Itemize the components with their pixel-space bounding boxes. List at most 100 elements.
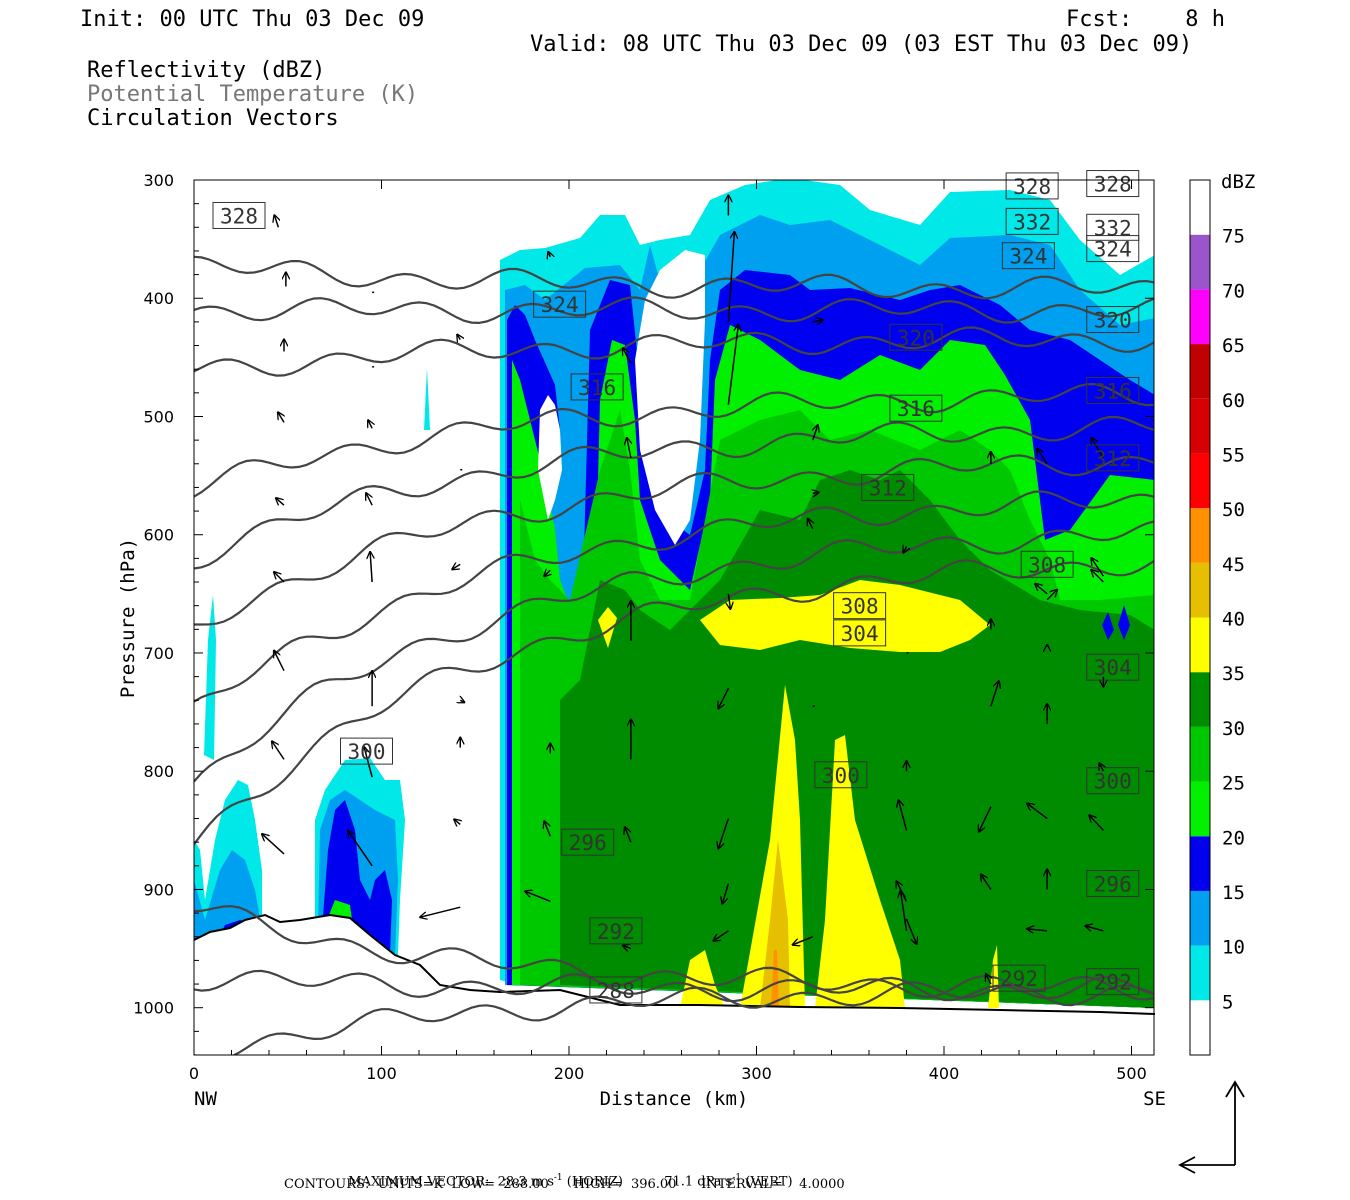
vector-arrow — [544, 570, 550, 576]
vector-arrow — [278, 412, 284, 423]
colorbar-label: 60 — [1222, 390, 1245, 412]
contour-label-box — [561, 828, 615, 856]
contour-label-box — [570, 373, 624, 401]
contour-label-box — [212, 201, 266, 229]
colorbar-swatch — [1190, 781, 1210, 837]
contour-label-312: 312 — [1094, 447, 1132, 471]
vector-arrow — [718, 818, 730, 849]
refl-45-core — [771, 950, 779, 1008]
contour-label-332: 332 — [1013, 210, 1051, 234]
vector-arrow — [348, 831, 373, 867]
contour-label-328: 328 — [220, 204, 258, 228]
terrain-line — [193, 913, 1156, 1015]
max-vector-horiz: 28.3 m s — [497, 1174, 554, 1190]
max-vector-vert: 71.1 dPa s — [664, 1174, 733, 1190]
contour-label-328: 328 — [1094, 173, 1132, 197]
contour-label-300: 300 — [348, 740, 386, 764]
contour-label-324: 324 — [1009, 245, 1047, 269]
vector-arrow — [1035, 584, 1048, 595]
contour-label-304: 304 — [1094, 656, 1132, 680]
y-tick-label: 600 — [143, 526, 174, 545]
vector-arrow — [276, 498, 285, 505]
contour-label-292: 292 — [597, 920, 635, 944]
theta-contour-320 — [194, 382, 1154, 498]
x-axis-label: Distance (km) — [600, 1088, 749, 1110]
colorbar-label: 25 — [1222, 773, 1245, 795]
contour-label-box — [1086, 235, 1140, 263]
vector-arrow — [713, 930, 729, 941]
contour-label-292: 292 — [1094, 971, 1132, 995]
colorbar-swatch — [1190, 562, 1210, 618]
contour-label-292: 292 — [1000, 967, 1038, 991]
refl-35-col2 — [815, 735, 905, 1008]
vector-arrow — [454, 819, 460, 824]
contour-label-box — [1086, 306, 1140, 334]
circulation-vectors — [262, 195, 1104, 985]
colorbar-label: 30 — [1222, 718, 1245, 740]
refl-15-spot — [1102, 605, 1130, 640]
contour-label-296: 296 — [1094, 873, 1132, 897]
vector-arrow — [990, 681, 999, 707]
contour-label-box — [340, 737, 393, 765]
vector-arrow — [1027, 929, 1048, 931]
contour-label-box — [1086, 444, 1140, 472]
colorbar-swatch — [1190, 890, 1210, 946]
colorbar-swatch — [1190, 617, 1210, 673]
contour-label-316: 316 — [1094, 379, 1132, 403]
x-tick-label: 500 — [1116, 1064, 1147, 1083]
vector-arrow — [370, 552, 372, 583]
contour-label-box — [533, 290, 587, 318]
vector-arrow — [274, 651, 285, 672]
colorbar-frame — [1189, 179, 1211, 1056]
contour-label-box — [1086, 968, 1140, 996]
colorbar-label: 15 — [1222, 882, 1245, 904]
plot-frame — [193, 179, 1155, 1056]
colorbar-swatch — [1190, 453, 1210, 509]
x-tick-label: 200 — [554, 1064, 585, 1083]
colorbar-label: 20 — [1222, 827, 1245, 849]
vector-arrow — [625, 827, 632, 843]
vector-arrow — [368, 420, 372, 429]
theta-contour-304 — [194, 520, 1154, 783]
contour-label-324: 324 — [1094, 238, 1132, 262]
vert-tag: (VERT) — [745, 1174, 793, 1190]
vector-arrow — [981, 874, 992, 890]
contour-label-box — [589, 976, 643, 1004]
colorbar-label: 5 — [1222, 991, 1233, 1013]
field-reflectivity: Reflectivity (dBZ) — [87, 58, 326, 83]
vector-arrow — [525, 891, 551, 902]
reflectivity-field — [194, 180, 1154, 1055]
exp-vert: -1 — [732, 1173, 742, 1183]
colorbar-swatch — [1190, 344, 1210, 399]
contour-label-308: 308 — [841, 595, 879, 619]
colorbar-label: 65 — [1222, 335, 1245, 357]
theta-contours — [194, 255, 1154, 1055]
contour-label-box — [1086, 170, 1140, 198]
vector-arrow — [623, 946, 632, 949]
colorbar-label: 55 — [1222, 444, 1245, 466]
vector-arrow — [718, 688, 730, 708]
colorbar-label: 10 — [1222, 937, 1245, 959]
y-tick-label: 500 — [143, 407, 174, 426]
vector-arrow — [722, 883, 730, 904]
y-tick-label: 1000 — [133, 999, 174, 1018]
refl-35-col3 — [680, 950, 725, 1008]
vector-arrow — [1027, 804, 1048, 820]
vector-arrow — [1085, 926, 1104, 931]
contour-label-328: 328 — [1013, 175, 1051, 199]
vector-arrow — [272, 741, 285, 760]
refl-30 — [560, 470, 1154, 1008]
vector-arrow — [420, 906, 461, 917]
x-tick-label: 100 — [366, 1064, 397, 1083]
contour-labels: 288 292 292 292 296 296 300 300 300 304 304 308 308 3… — [212, 170, 1140, 1004]
theta-contour-332 — [194, 255, 1154, 300]
colorbar-label: 35 — [1222, 663, 1245, 685]
contour-label-box — [589, 917, 643, 945]
contour-label-box — [889, 323, 943, 351]
refl-0-gap1 — [538, 395, 562, 520]
vector-arrow — [813, 492, 819, 493]
init-time: Init: 00 UTC Thu 03 Dec 09 — [80, 7, 425, 32]
contour-label-332: 332 — [1094, 216, 1132, 240]
vector-arrow — [548, 252, 550, 257]
contour-label-box — [833, 592, 887, 620]
